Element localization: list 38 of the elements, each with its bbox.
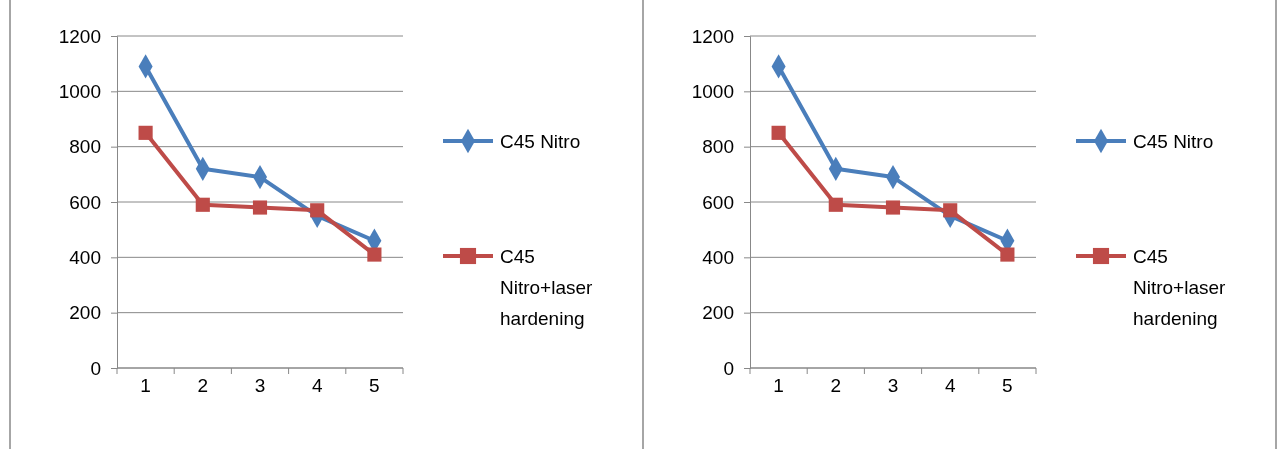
- y-tick-label: 400: [69, 246, 101, 268]
- point: [195, 197, 210, 212]
- point: [138, 125, 153, 140]
- legend-label: C45 Nitro+laser hardening: [1133, 246, 1227, 329]
- y-tick-label: 1000: [691, 80, 734, 102]
- y-tick-label: 0: [723, 357, 734, 379]
- y-tick-label: 800: [69, 136, 101, 158]
- point: [367, 247, 382, 262]
- x-tick-label: 3: [254, 375, 266, 396]
- y-tick-label: 600: [702, 191, 734, 213]
- point: [885, 200, 901, 215]
- x-tick-label: 5: [1002, 375, 1013, 396]
- legend-label: C45 Nitro: [500, 131, 581, 152]
- x-tick-label: 3: [887, 375, 899, 396]
- y-tick-label: 600: [69, 191, 101, 213]
- point: [771, 125, 786, 140]
- y-tick-label: 400: [702, 246, 734, 268]
- legend-label: C45 Nitro: [1133, 131, 1214, 152]
- x-tick-label: 5: [369, 375, 380, 396]
- point: [943, 203, 958, 218]
- y-tick-label: 1200: [58, 25, 101, 47]
- y-tick-label: 1000: [58, 80, 101, 102]
- legend-label: C45 Nitro+laser hardening: [500, 246, 594, 329]
- point: [828, 197, 843, 212]
- x-tick-label: 4: [311, 375, 323, 396]
- y-tick-label: 200: [702, 302, 734, 324]
- point: [252, 200, 268, 215]
- y-tick-label: 800: [702, 136, 734, 158]
- x-tick-label: 1: [773, 375, 784, 396]
- x-tick-label: 4: [944, 375, 956, 396]
- point: [310, 203, 325, 218]
- y-tick-label: 1200: [691, 25, 734, 47]
- x-tick-label: 2: [197, 375, 209, 396]
- point: [1000, 247, 1015, 262]
- x-tick-label: 1: [140, 375, 151, 396]
- x-tick-label: 2: [830, 375, 842, 396]
- y-tick-label: 0: [90, 357, 101, 379]
- y-tick-label: 200: [69, 302, 101, 324]
